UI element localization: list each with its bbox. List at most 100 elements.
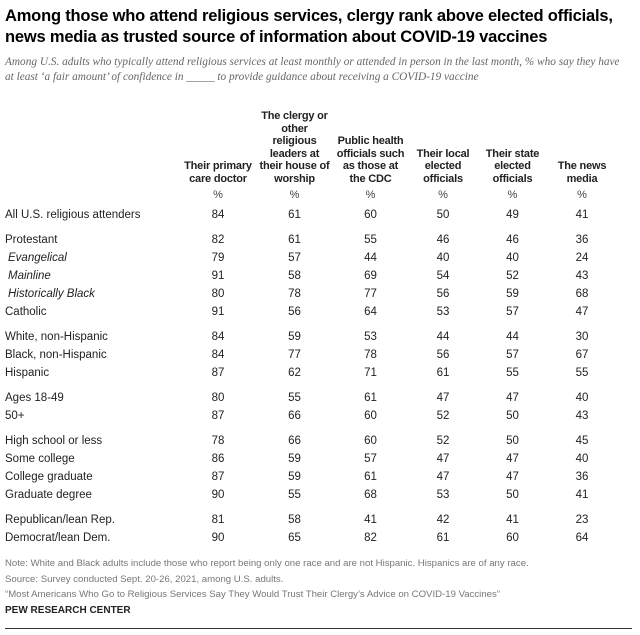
column-header: Their primary care doctor	[184, 160, 252, 185]
cell-value: 61	[436, 532, 450, 544]
source-text: Source: Survey conducted Sept. 20-26, 20…	[5, 573, 284, 585]
cell-value: 46	[506, 234, 519, 246]
report-title: “Most Americans Who Go to Religious Serv…	[5, 589, 500, 600]
row-label: Graduate degree	[5, 489, 92, 501]
cell-value: 91	[211, 306, 225, 318]
cell-value: 78	[288, 288, 301, 300]
cell-value: 36	[575, 234, 589, 246]
note-text: Note: White and Black adults include tho…	[5, 558, 529, 569]
cell-value: 56	[436, 288, 450, 300]
cell-value: 40	[575, 392, 589, 404]
cell-value: 57	[506, 349, 519, 361]
table-row: All U.S. religious attenders 84 61 60 50 49 41	[5, 206, 625, 224]
cell-value: 47	[575, 306, 589, 318]
unit-label: %	[507, 189, 518, 201]
cell-value: 90	[211, 489, 225, 501]
cell-value: 82	[211, 234, 225, 246]
unit-label: %	[365, 189, 376, 201]
row-label: Hispanic	[5, 367, 50, 379]
column-header: Public health officials such as those at…	[336, 135, 405, 185]
cell-value: 91	[211, 270, 225, 282]
chart-subtitle: Among U.S. adults who typically attend r…	[5, 56, 620, 83]
footnotes: Note: White and Black adults include tho…	[5, 556, 635, 603]
table-row: Mainline 91 58 69 54 52 43	[5, 267, 625, 285]
cell-value: 84	[211, 349, 225, 361]
row-label: All U.S. religious attenders	[5, 209, 141, 221]
cell-value: 86	[211, 453, 225, 465]
cell-value: 68	[364, 489, 377, 501]
cell-value: 55	[575, 367, 589, 379]
cell-value: 41	[575, 489, 589, 501]
cell-value: 71	[364, 367, 377, 379]
cell-value: 50	[506, 435, 519, 447]
cell-value: 87	[211, 367, 225, 379]
cell-value: 54	[436, 270, 450, 282]
table-row: Hispanic 87 62 71 61 55 55	[5, 364, 625, 382]
table-row: 50+ 87 66 60 52 50 43	[5, 407, 625, 425]
row-label: White, non-Hispanic	[5, 331, 108, 343]
cell-value: 61	[436, 367, 450, 379]
cell-value: 58	[288, 270, 301, 282]
table-row: College graduate 87 59 61 47 47 36	[5, 468, 625, 486]
row-label: Mainline	[8, 270, 51, 282]
pew-logo-text: PEW RESEARCH CENTER	[5, 605, 131, 616]
bottom-divider	[5, 628, 632, 629]
unit-label: %	[438, 189, 448, 201]
chart-title: Among those who attend religious service…	[5, 7, 613, 46]
cell-value: 41	[506, 514, 519, 526]
cell-value: 84	[211, 209, 225, 221]
cell-value: 61	[288, 209, 301, 221]
cell-value: 24	[575, 252, 589, 264]
cell-value: 41	[575, 209, 589, 221]
table-row: Evangelical 79 57 44 40 40 24	[5, 249, 625, 267]
cell-value: 78	[364, 349, 377, 361]
cell-value: 47	[506, 392, 519, 404]
cell-value: 50	[506, 410, 519, 422]
column-header: Their local elected officials	[416, 147, 470, 185]
cell-value: 43	[575, 410, 589, 422]
cell-value: 57	[364, 453, 377, 465]
cell-value: 77	[288, 349, 301, 361]
cell-value: 59	[288, 453, 301, 465]
column-header: The clergy or other religious leaders at…	[259, 110, 330, 185]
row-label: Protestant	[5, 234, 58, 246]
cell-value: 87	[211, 410, 225, 422]
cell-value: 50	[506, 489, 519, 501]
cell-value: 82	[364, 532, 377, 544]
cell-value: 47	[436, 471, 450, 483]
cell-value: 60	[364, 410, 377, 422]
row-label: High school or less	[5, 435, 103, 447]
cell-value: 57	[288, 252, 301, 264]
cell-value: 68	[575, 288, 589, 300]
row-label: Republican/lean Rep.	[5, 514, 115, 526]
row-label: Some college	[5, 453, 75, 465]
cell-value: 44	[506, 331, 519, 343]
column-header: Their state elected officials	[485, 147, 540, 185]
table-row: White, non-Hispanic 84 59 53 44 44 30	[5, 328, 625, 346]
cell-value: 55	[288, 489, 301, 501]
cell-value: 59	[506, 288, 519, 300]
row-label: College graduate	[5, 471, 93, 483]
cell-value: 62	[288, 367, 301, 379]
table-row: Historically Black 80 78 77 56 59 68	[5, 285, 625, 303]
cell-value: 87	[211, 471, 225, 483]
cell-value: 52	[436, 435, 450, 447]
cell-value: 66	[288, 410, 301, 422]
row-label: Catholic	[5, 306, 47, 318]
table-row: Democrat/lean Dem. 90 65 82 61 60 64	[5, 529, 625, 547]
cell-value: 84	[211, 331, 225, 343]
cell-value: 61	[364, 392, 377, 404]
table-row: Protestant 82 61 55 46 46 36	[5, 231, 625, 249]
cell-value: 46	[436, 234, 450, 246]
cell-value: 50	[436, 209, 450, 221]
cell-value: 58	[288, 514, 301, 526]
table-body: All U.S. religious attenders 84 61 60 50 49 41…	[5, 206, 625, 547]
cell-value: 42	[436, 514, 450, 526]
cell-value: 23	[575, 514, 589, 526]
cell-value: 53	[436, 489, 450, 501]
cell-value: 40	[436, 252, 450, 264]
unit-row: %%%%%%	[5, 184, 625, 206]
table-row: Graduate degree 90 55 68 53 50 41	[5, 486, 625, 504]
row-label: Evangelical	[8, 252, 67, 264]
cell-value: 47	[506, 453, 519, 465]
